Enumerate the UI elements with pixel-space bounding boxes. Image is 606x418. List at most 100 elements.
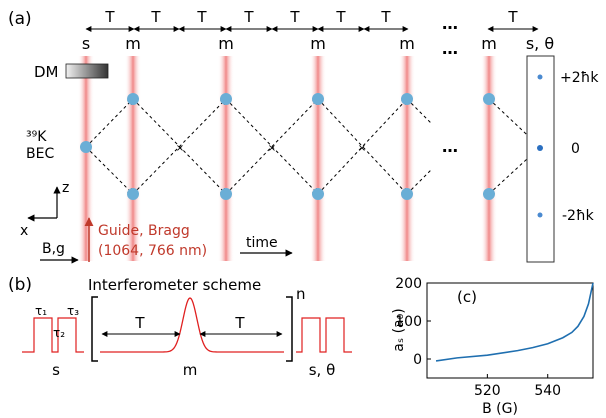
panel-a-label: (a)	[8, 9, 32, 29]
momentum-label: 0	[571, 141, 580, 157]
plot-frame	[426, 282, 594, 379]
tau1-label: τ₁	[35, 304, 47, 318]
period-marker: T	[178, 8, 227, 32]
bec-label: BEC	[26, 146, 54, 162]
axis-x-label: x	[20, 223, 28, 239]
pulse-label: m	[125, 34, 141, 53]
ellipsis-labels: …	[442, 39, 458, 58]
period-label: T	[150, 8, 161, 26]
period-label-right: T	[234, 314, 245, 332]
repeat-label: n	[296, 285, 306, 303]
y-tick-label: 200	[395, 276, 422, 292]
period-marker: T	[85, 8, 135, 32]
trajectory-segment	[85, 98, 134, 148]
y-tick-label: 100	[395, 314, 422, 330]
period-label: T	[243, 8, 254, 26]
tau3-label: τ₃	[67, 304, 79, 318]
laser-beam	[310, 56, 326, 261]
panel-b-label: (b)	[8, 275, 32, 295]
dm-label: DM	[34, 63, 59, 81]
period-marker: T	[133, 8, 180, 32]
tau2-label: τ₂	[53, 326, 65, 340]
y-tick-label: 0	[413, 352, 422, 368]
period-label: T	[335, 8, 346, 26]
absorption-image	[526, 55, 555, 263]
guide-label: Guide, Bragg	[98, 223, 190, 239]
panel-b: (b) Interferometer scheme τ₁ τ₂ τ₃ s n T…	[8, 275, 352, 379]
period-marker: T	[225, 8, 273, 32]
period-label: T	[507, 8, 518, 26]
m-label: m	[183, 361, 198, 379]
panel-c-label: (c)	[457, 288, 477, 306]
atom-cloud	[127, 93, 139, 105]
period-label: T	[196, 8, 207, 26]
crossing-mark: ×	[268, 143, 276, 154]
ellipsis-middle: …	[442, 137, 458, 156]
atom-cloud	[220, 188, 232, 200]
time-label: time	[246, 235, 278, 251]
x-ticks: 520 540	[474, 374, 561, 399]
momentum-label: -2ħk	[562, 208, 595, 224]
period-label: T	[104, 8, 115, 26]
period-marker: T	[487, 8, 539, 32]
laser-beam	[78, 56, 94, 261]
atom-cloud	[127, 188, 139, 200]
pulse-labels: s m m m m m s, θ	[82, 34, 554, 53]
s-theta-pulse-waveform	[296, 317, 352, 353]
period-label: T	[380, 8, 391, 26]
momentum-peak-zero	[537, 145, 543, 151]
s-label: s	[52, 361, 60, 379]
atom-cloud	[312, 188, 324, 200]
coordinate-axes: z x B,g	[20, 180, 79, 264]
scheme-title: Interferometer scheme	[88, 276, 261, 294]
crossing-mark: ×	[176, 143, 184, 154]
period-marker: T	[271, 8, 319, 32]
trajectory-segment	[317, 98, 408, 195]
trajectory-segment	[225, 98, 319, 195]
period-marker: T	[317, 8, 365, 32]
guide-wavelength-label: (1064, 766 nm)	[98, 243, 207, 259]
pulse-label: m	[310, 34, 326, 53]
m-pulse-waveform	[100, 297, 284, 353]
atom-cloud	[483, 93, 495, 105]
right-bracket	[286, 296, 293, 362]
dichroic-mirror	[65, 63, 109, 79]
momentum-label: +2ħk	[560, 70, 599, 86]
atom-species-label: ³⁹K	[26, 129, 47, 145]
x-axis-label: B (G)	[482, 401, 518, 417]
laser-beams	[78, 56, 497, 261]
s-theta-label: s, θ	[309, 361, 336, 379]
period-markers: T T T T T T T	[85, 8, 539, 33]
momentum-peak-plus	[537, 74, 543, 80]
atom-cloud	[80, 141, 92, 153]
atom-cloud	[220, 93, 232, 105]
atom-cloud	[312, 93, 324, 105]
pulse-label: s	[82, 34, 90, 53]
atom-clouds	[80, 93, 495, 200]
laser-beam	[399, 56, 415, 261]
trajectory-segment	[132, 98, 227, 195]
trajectories	[85, 98, 541, 195]
laser-beam	[125, 56, 141, 261]
period-label-left: T	[134, 314, 145, 332]
crossing-marks: × × ×	[176, 143, 366, 154]
x-tick-label: 540	[534, 383, 561, 399]
crossing-mark: ×	[358, 143, 366, 154]
ellipsis-top: …	[442, 14, 458, 33]
y-axis-label: aₛ (a₀)	[391, 308, 407, 351]
field-gravity-label: B,g	[42, 241, 65, 257]
period-label: T	[289, 8, 300, 26]
period-marker: T	[363, 8, 409, 32]
atom-cloud	[483, 188, 495, 200]
trajectory-segment	[85, 146, 134, 195]
atom-cloud	[401, 93, 413, 105]
axis-z-label: z	[62, 180, 69, 196]
y-ticks: 0 100 200	[395, 276, 431, 368]
x-tick-label: 520	[474, 383, 501, 399]
atom-cloud	[401, 188, 413, 200]
panel-c: (c) 0 100 200 520 540 B (G) aₛ (a₀)	[391, 276, 594, 417]
s-pulse-waveform	[22, 317, 84, 353]
momentum-labels: +2ħk 0 -2ħk	[560, 70, 599, 224]
left-bracket	[91, 296, 98, 362]
